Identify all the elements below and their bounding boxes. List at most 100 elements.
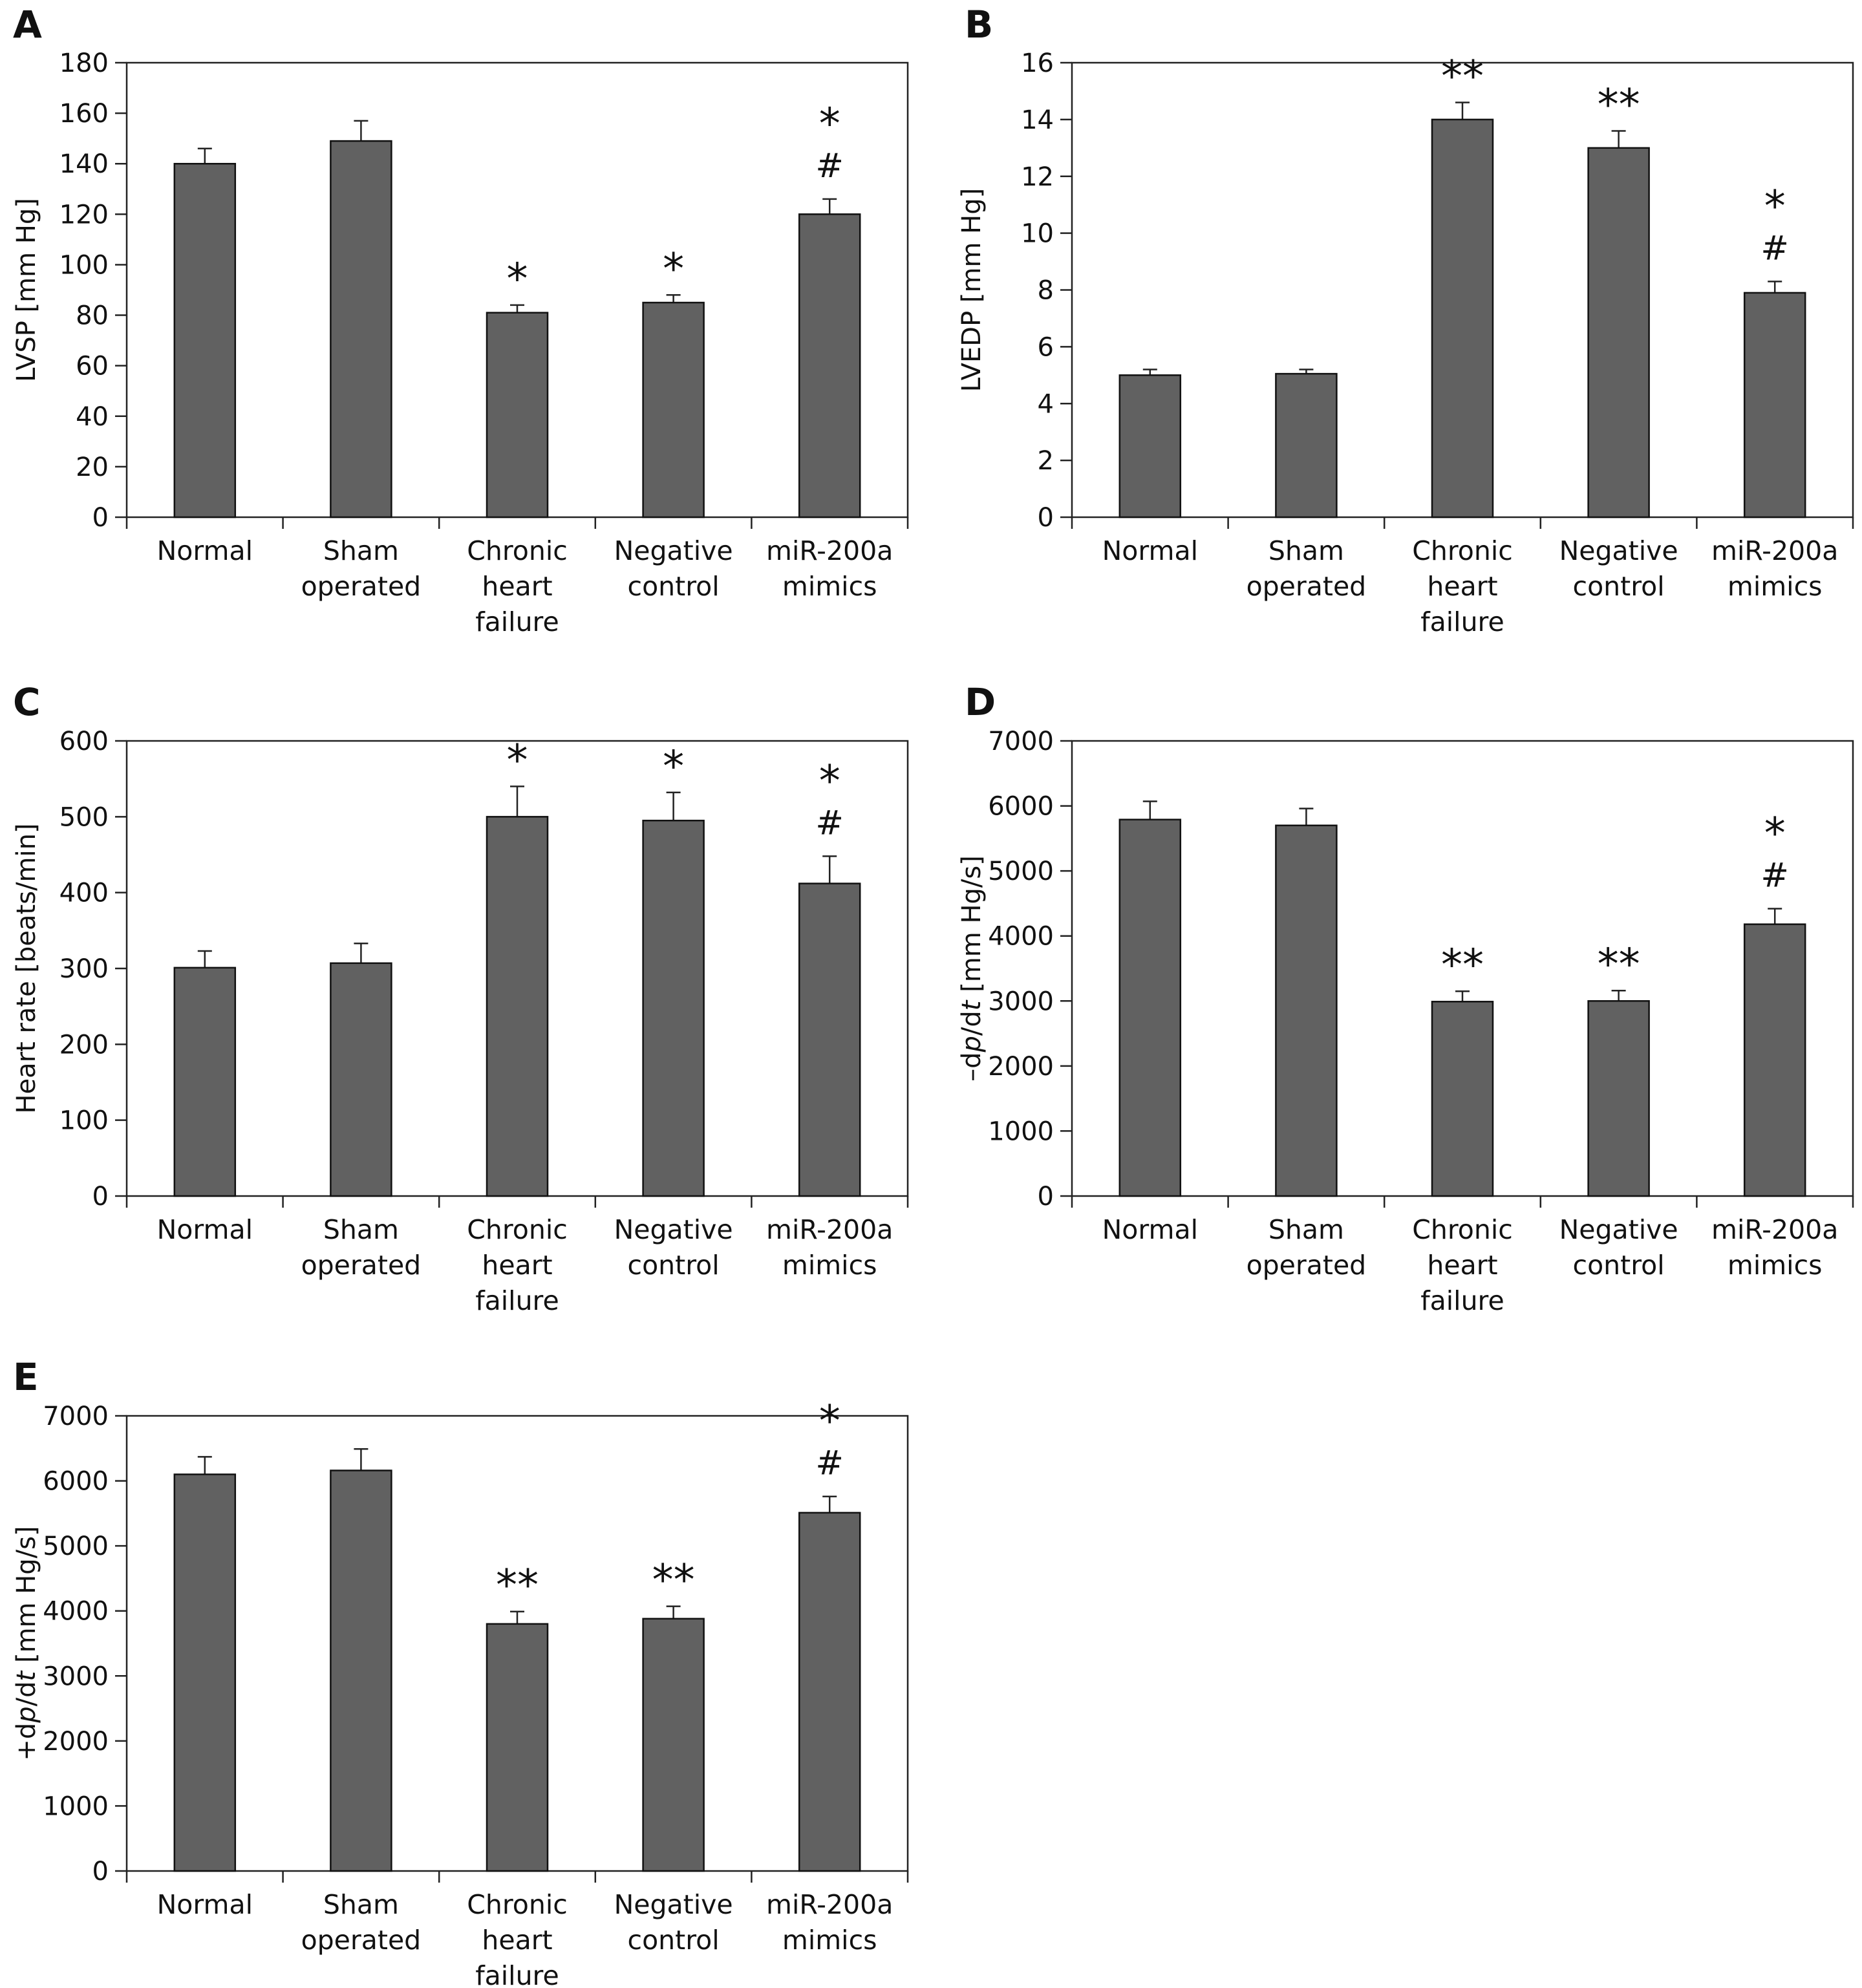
- panel-e: E 0 1000 2000 3000 4000 5000 6000 7000 +dp/dt [mm…: [12, 1355, 909, 1988]
- panel-e-bar-sham-operated: [330, 1470, 392, 1872]
- panel-d-significance-marker: **: [1441, 940, 1484, 990]
- panel-d-letter: D: [965, 680, 996, 724]
- panel-d-y-tick-label: 1000: [988, 1117, 1054, 1146]
- panel-e-bar-normal: [173, 1473, 237, 1872]
- panel-b-bar-mir-200a-mimics: [1743, 292, 1806, 518]
- panel-e-y-tick-label: 0: [92, 1857, 109, 1886]
- panel-d-significance-marker: **: [1598, 939, 1640, 989]
- panel-b-significance-marker: #: [1760, 229, 1789, 268]
- panel-b-significance-marker: **: [1598, 80, 1640, 129]
- panel-c-bar-sham-operated: [330, 962, 392, 1197]
- panel-a-bar-mir-200a-mimics: [798, 213, 861, 518]
- panel-c-y-tick-label: 100: [59, 1106, 109, 1136]
- panel-b-bar-chronic-heart-failure: [1431, 118, 1494, 518]
- panel-a-significance-marker: *: [663, 244, 684, 294]
- panel-d-bar-negative-control: [1587, 1000, 1650, 1197]
- panel-b-bar-normal: [1118, 374, 1182, 518]
- panel-e-significance-marker: **: [652, 1555, 695, 1605]
- panel-d-significance-marker: #: [1760, 856, 1789, 895]
- panel-d-y-tick-label: 5000: [988, 857, 1054, 886]
- panel-e-significance-marker: *: [819, 1396, 840, 1446]
- panel-e-y-tick-label: 2000: [43, 1727, 109, 1757]
- panel-b-y-tick-label: 8: [1038, 276, 1054, 306]
- panel-c-y-tick-label: 600: [59, 727, 109, 756]
- panel-e-bar-chronic-heart-failure: [486, 1623, 549, 1872]
- panel-e-letter: E: [13, 1355, 39, 1399]
- panel-a-y-tick-label: 100: [59, 250, 109, 280]
- panel-c-y-tick-label: 400: [59, 879, 109, 908]
- panel-b-y-tick-label: 16: [1021, 48, 1054, 78]
- panel-d-y-tick-label: 7000: [988, 727, 1054, 756]
- panel-e-bar-mir-200a-mimics: [798, 1512, 861, 1872]
- panel-a-x-tick-label: miR-200a mimics: [766, 535, 893, 602]
- panel-e-x-tick-label: Chronic heart failure: [467, 1889, 568, 1988]
- panel-c: C 0 100 200 300 400 500 600 Heart rate [beats/mi…: [12, 680, 909, 1316]
- panel-d: D 0 1000 2000 3000 4000 5000 6000 7000 –dp/dt [mm…: [957, 680, 1854, 1316]
- panel-c-y-tick-label: 500: [59, 802, 109, 832]
- panel-e-y-tick-label: 4000: [43, 1597, 109, 1627]
- panel-b-bar-sham-operated: [1275, 372, 1338, 518]
- panel-e-y-tick-label: 6000: [43, 1467, 109, 1497]
- panel-c-x-tick-label: Sham operated: [301, 1214, 422, 1281]
- panel-a-bar-normal: [173, 162, 237, 518]
- panel-a-y-tick-label: 80: [76, 301, 109, 331]
- panel-a-significance-marker: *: [507, 254, 528, 304]
- panel-a-y-tick-label: 160: [59, 99, 109, 129]
- panel-a-x-tick-label: Chronic heart failure: [467, 535, 568, 637]
- panel-c-x-tick-label: Chronic heart failure: [467, 1214, 568, 1316]
- panel-a-bar-negative-control: [642, 301, 705, 518]
- panel-c-y-tick-label: 0: [92, 1182, 109, 1212]
- panel-b-x-tick-label: Chronic heart failure: [1412, 535, 1513, 637]
- panel-b-significance-marker: **: [1441, 52, 1484, 102]
- panel-c-y-tick-label: 200: [59, 1030, 109, 1060]
- panel-c-significance-marker: #: [815, 804, 844, 842]
- panel-b-y-tick-label: 6: [1038, 332, 1054, 362]
- panel-c-x-tick-label: Normal: [157, 1214, 253, 1245]
- panel-d-significance-marker: *: [1764, 808, 1786, 858]
- panel-b-y-tick-label: 14: [1021, 105, 1054, 135]
- panel-c-letter: C: [13, 680, 41, 724]
- panel-c-significance-marker: *: [507, 735, 528, 785]
- panel-c-x-tick-label: miR-200a mimics: [766, 1214, 893, 1281]
- panel-d-x-tick-label: Sham operated: [1247, 1214, 1367, 1281]
- panel-a-x-tick-label: Sham operated: [301, 535, 422, 602]
- panel-d-y-tick-label: 4000: [988, 922, 1054, 952]
- panel-d-x-tick-label: miR-200a mimics: [1711, 1214, 1838, 1281]
- panel-e-x-tick-label: Negative control: [614, 1889, 733, 1956]
- panel-a-y-tick-label: 140: [59, 149, 109, 179]
- panel-c-significance-marker: *: [819, 756, 840, 806]
- panel-d-y-axis-label: –dp/dt [mm Hg/s]: [957, 855, 987, 1082]
- panel-a-y-tick-label: 120: [59, 200, 109, 230]
- panel-d-y-tick-label: 0: [1038, 1182, 1054, 1212]
- panel-c-bar-negative-control: [642, 819, 705, 1197]
- panel-a-y-tick-label: 0: [92, 503, 109, 533]
- panel-a: A 0 20 40 60 80 100 120 140 160 180 LVSP [mm Hg] Nor…: [12, 3, 909, 637]
- panel-d-y-tick-label: 6000: [988, 792, 1054, 822]
- panel-e-x-tick-label: Normal: [157, 1889, 253, 1920]
- panel-e-y-axis-label: +dp/dt [mm Hg/s]: [12, 1526, 41, 1760]
- panel-e-significance-marker: #: [815, 1444, 844, 1483]
- panel-e-y-tick-label: 7000: [43, 1402, 109, 1431]
- panel-d-y-tick-label: 3000: [988, 987, 1054, 1016]
- panel-b-y-tick-label: 2: [1038, 446, 1054, 476]
- panel-d-x-tick-label: Negative control: [1559, 1214, 1678, 1281]
- panel-c-y-tick-label: 300: [59, 954, 109, 984]
- panel-b-y-tick-label: 0: [1038, 503, 1054, 533]
- panel-d-y-tick-label: 2000: [988, 1052, 1054, 1082]
- panel-c-significance-marker: *: [663, 742, 684, 791]
- panel-b-x-tick-label: Negative control: [1559, 535, 1678, 602]
- panel-a-bar-chronic-heart-failure: [486, 312, 549, 518]
- panel-c-y-axis-label: Heart rate [beats/min]: [12, 823, 41, 1113]
- panel-d-x-tick-label: Normal: [1102, 1214, 1198, 1245]
- panel-b-x-tick-label: Sham operated: [1247, 535, 1367, 602]
- panel-a-bar-sham-operated: [330, 140, 392, 518]
- panel-e-y-tick-label: 5000: [43, 1532, 109, 1561]
- panel-d-bar-chronic-heart-failure: [1431, 1001, 1494, 1197]
- panel-c-bar-chronic-heart-failure: [486, 816, 549, 1197]
- panel-a-y-tick-label: 20: [76, 453, 109, 482]
- panel-a-y-axis-label: LVSP [mm Hg]: [12, 198, 41, 382]
- panel-d-bar-normal: [1118, 818, 1182, 1197]
- panel-b-y-tick-label: 12: [1021, 162, 1054, 192]
- panel-b-y-tick-label: 4: [1038, 389, 1054, 419]
- panel-a-significance-marker: *: [819, 99, 840, 149]
